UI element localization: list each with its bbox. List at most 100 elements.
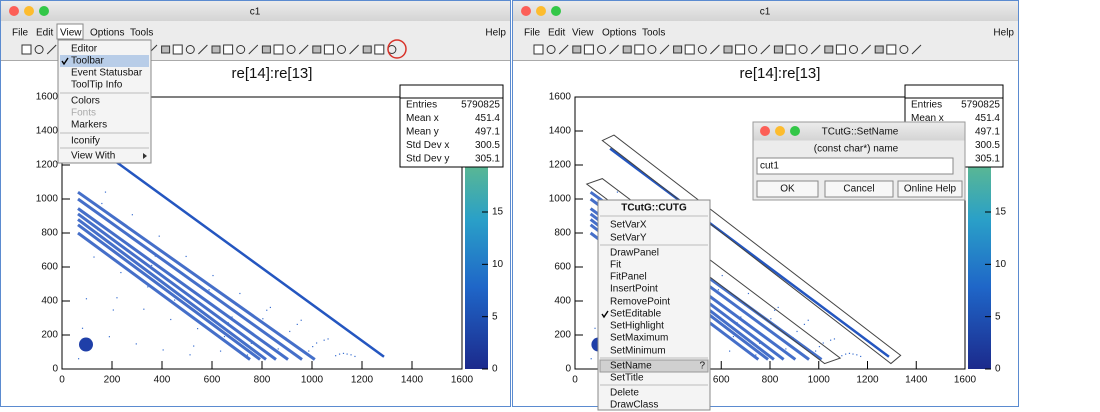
window-button[interactable]	[775, 126, 785, 136]
toolbar-icon[interactable]	[21, 44, 32, 55]
menu-option[interactable]: Event Statusbar	[71, 68, 143, 79]
toolbar-icon[interactable]	[697, 45, 707, 54]
toolbar-icon[interactable]	[46, 44, 57, 55]
menu-option[interactable]: View With	[71, 151, 115, 162]
menu-option[interactable]: Iconify	[71, 136, 100, 147]
toolbar-icon[interactable]	[684, 44, 695, 55]
toolbar-icon[interactable]	[760, 44, 771, 55]
toolbar-icon[interactable]	[710, 44, 720, 55]
button-label[interactable]: Cancel	[843, 184, 874, 195]
toolbar-icon[interactable]	[835, 44, 846, 55]
dialog-button[interactable]	[824, 180, 894, 198]
window-button[interactable]	[551, 6, 561, 16]
toolbar-icon[interactable]	[286, 45, 296, 54]
text-input[interactable]	[756, 157, 954, 175]
menu-option[interactable]: SetVarX	[610, 220, 647, 231]
toolbar-icon[interactable]	[609, 44, 619, 55]
menu-item[interactable]: Edit	[548, 28, 565, 39]
toolbar-icon[interactable]	[634, 44, 645, 55]
toolbar-icon[interactable]	[273, 44, 284, 55]
menu-help[interactable]: Help	[993, 28, 1014, 39]
window-button[interactable]	[790, 126, 800, 136]
toolbar-icon[interactable]	[824, 45, 834, 54]
dialog-button[interactable]	[897, 180, 963, 198]
menu-item[interactable]: Options	[90, 28, 124, 39]
window-button[interactable]	[39, 6, 49, 16]
button-label[interactable]: OK	[780, 184, 795, 195]
window-button[interactable]	[24, 6, 34, 16]
toolbar-icon[interactable]	[223, 44, 234, 55]
menu-item[interactable]: File	[12, 28, 29, 39]
toolbar-icon[interactable]	[312, 45, 322, 54]
toolbar-icon[interactable]	[911, 44, 922, 55]
menu-option[interactable]: SetMaximum	[610, 333, 668, 344]
toolbar-icon[interactable]	[211, 45, 221, 54]
window-button[interactable]	[9, 6, 19, 16]
toolbar-icon[interactable]	[622, 45, 632, 54]
menu-item[interactable]: Edit	[36, 28, 53, 39]
toolbar-icon[interactable]	[849, 45, 858, 54]
toolbar-icon[interactable]	[861, 44, 871, 55]
menu-option[interactable]: RemovePoint	[610, 297, 670, 308]
menu-option[interactable]: Colors	[71, 96, 100, 107]
dialog-button[interactable]	[756, 180, 819, 198]
button-label[interactable]: Online Help	[904, 184, 957, 195]
toolbar-icon[interactable]	[899, 45, 909, 54]
toolbar-icon[interactable]	[185, 45, 195, 54]
menu-option[interactable]: Editor	[71, 44, 98, 55]
menu-option[interactable]: FitPanel	[610, 272, 647, 283]
menu-option[interactable]: SetHighlight	[610, 321, 664, 332]
menu-option[interactable]: DrawClass	[610, 400, 658, 411]
toolbar-icon[interactable]	[583, 44, 594, 55]
menu-option[interactable]: Toolbar	[71, 56, 104, 67]
menu-option[interactable]: ToolTip Info	[71, 80, 123, 91]
toolbar-icon[interactable]	[874, 45, 884, 54]
toolbar-icon[interactable]	[572, 45, 582, 54]
menu-option[interactable]: Fonts	[71, 108, 96, 119]
menu-option[interactable]: SetName	[610, 361, 652, 372]
menu-option[interactable]: SetVarY	[610, 233, 647, 244]
toolbar-icon[interactable]	[337, 45, 346, 54]
toolbar-icon[interactable]	[362, 45, 372, 54]
toolbar-icon[interactable]	[323, 44, 334, 55]
menu-option[interactable]: DrawPanel	[610, 248, 659, 259]
toolbar-icon[interactable]	[673, 45, 683, 54]
toolbar-icon[interactable]	[785, 44, 796, 55]
toolbar-icon[interactable]	[723, 45, 733, 54]
window-button[interactable]	[521, 6, 531, 16]
toolbar-icon[interactable]	[236, 45, 246, 54]
toolbar-icon[interactable]	[198, 44, 208, 55]
toolbar-icon[interactable]	[248, 44, 259, 55]
menu-option[interactable]: Delete	[610, 388, 639, 399]
menu-option[interactable]: Fit	[610, 260, 621, 271]
toolbar-icon[interactable]	[748, 45, 758, 54]
menu-option[interactable]: SetEditable	[610, 309, 662, 320]
toolbar-icon[interactable]	[886, 44, 897, 55]
menu-item[interactable]: Tools	[130, 28, 153, 39]
menu-item[interactable]: View	[60, 28, 82, 39]
toolbar-icon[interactable]	[773, 45, 783, 54]
menu-item[interactable]: Options	[602, 28, 636, 39]
toolbar-icon[interactable]	[558, 44, 569, 55]
menu-option[interactable]: SetMinimum	[610, 346, 666, 357]
toolbar-icon[interactable]	[298, 44, 309, 55]
toolbar-icon[interactable]	[261, 45, 271, 54]
menu-option[interactable]: InsertPoint	[610, 284, 658, 295]
toolbar-icon[interactable]	[161, 45, 171, 54]
window-button[interactable]	[536, 6, 546, 16]
menu-item[interactable]: View	[572, 28, 594, 39]
toolbar-icon[interactable]	[735, 44, 746, 55]
toolbar-icon[interactable]	[659, 44, 670, 55]
window-button[interactable]	[760, 126, 770, 136]
input-value[interactable]: cut1	[760, 161, 779, 172]
menu-item[interactable]: Tools	[642, 28, 665, 39]
toolbar-icon[interactable]	[34, 45, 44, 54]
toolbar-icon[interactable]	[533, 44, 544, 55]
toolbar-icon[interactable]	[546, 45, 556, 54]
toolbar-icon[interactable]	[647, 45, 657, 54]
toolbar-icon[interactable]	[172, 44, 183, 55]
menu-option[interactable]: SetTitle	[610, 373, 644, 384]
toolbar-icon[interactable]	[349, 44, 359, 55]
toolbar-icon[interactable]	[810, 44, 821, 55]
toolbar-icon[interactable]	[597, 45, 606, 54]
